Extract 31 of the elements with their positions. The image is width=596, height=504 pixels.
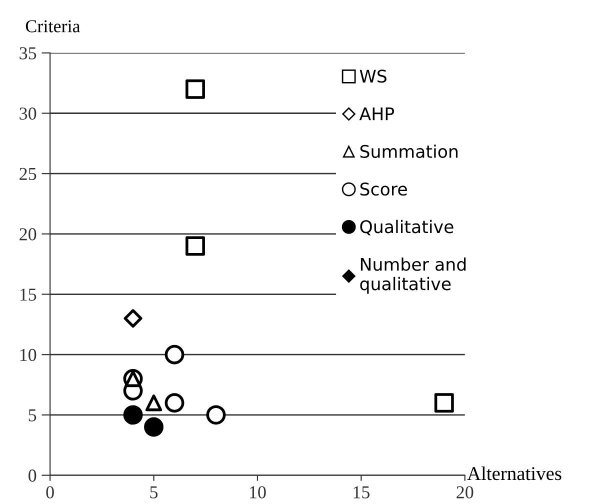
y-tick-label: 0 <box>28 470 36 482</box>
legend-label: WS <box>360 70 386 83</box>
x-tick-label: 20 <box>456 486 474 498</box>
point <box>144 417 164 437</box>
x-tick-label: 10 <box>250 486 266 498</box>
x-tick-label: 15 <box>354 486 370 498</box>
y-tick-label: 35 <box>20 47 36 60</box>
point <box>164 344 184 364</box>
y-tick-label: 30 <box>20 108 36 120</box>
legend-label: AHP <box>359 107 394 120</box>
point <box>123 405 143 425</box>
point <box>434 393 454 413</box>
legend-label: Score <box>360 182 407 196</box>
x-tick-label: 5 <box>150 486 158 498</box>
legend-label: Qualitative <box>360 220 454 236</box>
point <box>124 309 142 328</box>
point <box>206 405 226 425</box>
y-tick-label: 5 <box>28 409 36 422</box>
legend-label: Summation <box>360 144 458 158</box>
point <box>186 79 205 99</box>
y-tick-label: 15 <box>20 288 36 301</box>
point <box>145 394 162 412</box>
y-tick-label: 20 <box>20 228 36 240</box>
point <box>164 393 184 413</box>
point <box>186 236 205 256</box>
y-tick-label: 25 <box>20 168 36 180</box>
y-tick-label: 10 <box>20 348 36 362</box>
x-tick-label: 0 <box>46 486 54 498</box>
legend-label: Number and qualitative <box>360 257 466 294</box>
x-axis-title: Alternatives <box>467 466 562 480</box>
y-axis-title: Criteria <box>26 20 80 32</box>
